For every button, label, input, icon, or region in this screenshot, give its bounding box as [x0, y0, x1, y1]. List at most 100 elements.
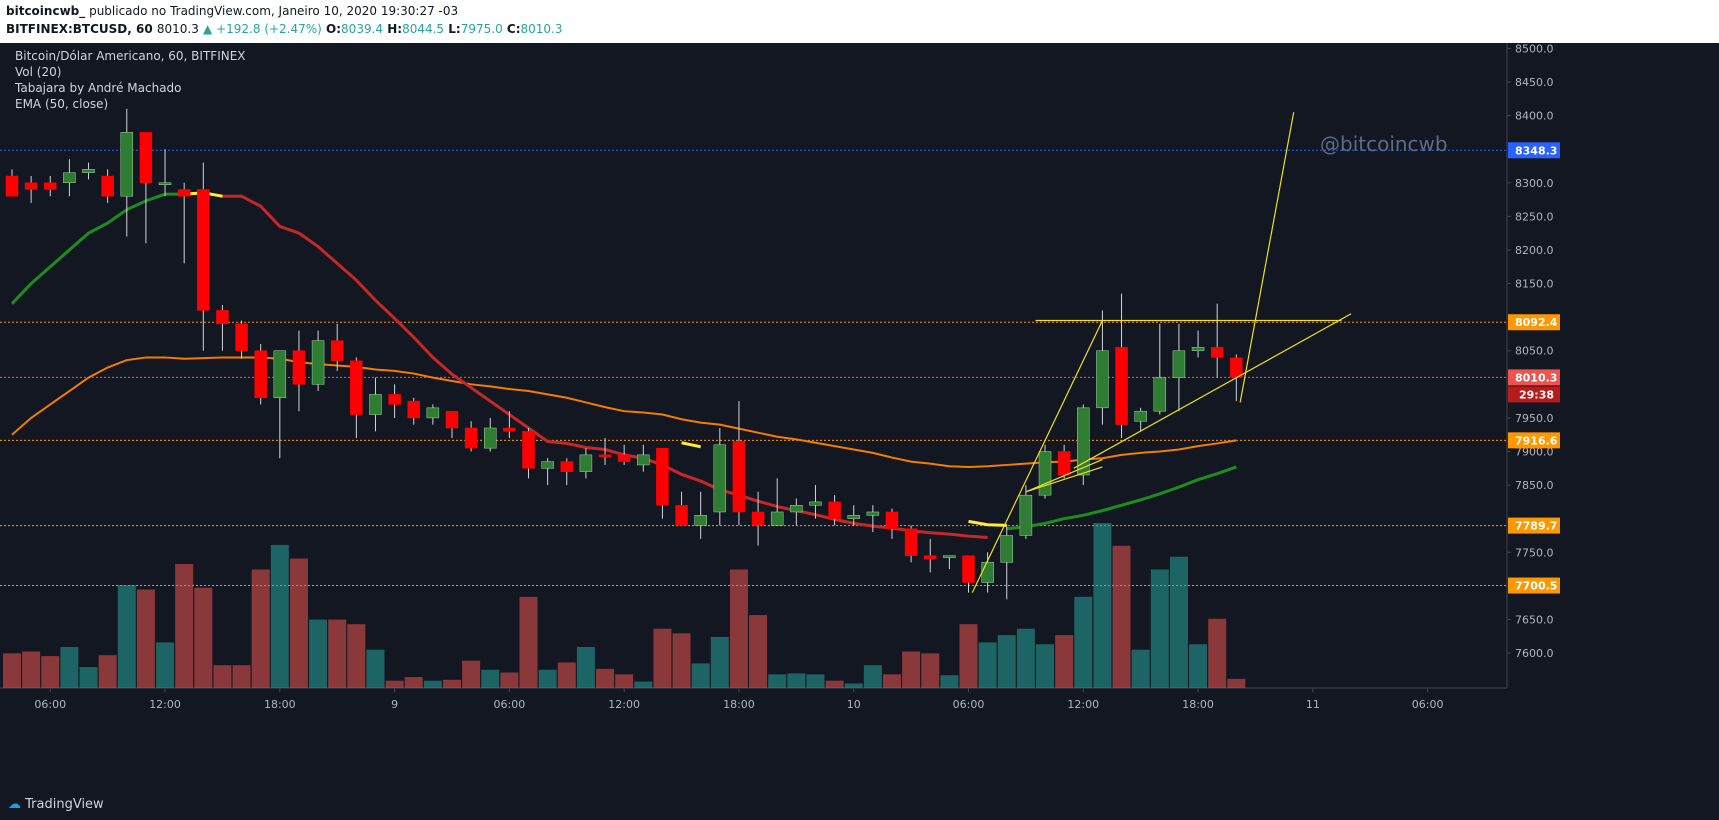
candle-body [579, 454, 593, 472]
ema-highlight-segment [968, 519, 1007, 527]
candle-body [1019, 494, 1033, 536]
ema-green-line [1006, 465, 1237, 531]
x-tick-label: 11 [1306, 698, 1320, 711]
candle-body [541, 461, 554, 469]
candle-body [962, 555, 975, 583]
price-label-box [1508, 314, 1560, 331]
volume-bar [634, 681, 653, 688]
candle-body [847, 515, 860, 519]
candle-body [1210, 347, 1224, 358]
candle-body [1115, 347, 1128, 425]
volume-bar [98, 655, 117, 688]
candle-body [407, 400, 420, 419]
candle-body [943, 555, 956, 558]
candle-body [656, 447, 669, 506]
x-tick-label: 18:00 [723, 698, 755, 711]
volume-bar [806, 674, 825, 688]
candle-body [981, 562, 994, 583]
x-tick-label: 12:00 [1067, 698, 1099, 711]
high-value: 8044.5 [402, 22, 445, 36]
ema-orange-line [11, 356, 1237, 468]
volume-bar [1131, 649, 1150, 688]
volume-bar [22, 651, 41, 688]
candle-body [1230, 357, 1243, 378]
legend-title[interactable]: Bitcoin/Dólar Americano, 60, BITFINEX [15, 49, 246, 63]
volume-bar [194, 587, 213, 688]
volume-bar [1227, 678, 1246, 688]
candle-body [350, 360, 363, 415]
volume-bar [1055, 635, 1074, 688]
candle-body [694, 515, 707, 526]
high-label: H: [387, 22, 403, 36]
volume-bar [787, 673, 806, 688]
publish-line: bitcoincwb_ publicado no TradingView.com… [6, 4, 458, 18]
y-tick-label: 7850.0 [1515, 479, 1554, 492]
candle-body [388, 394, 401, 405]
candle-body [464, 427, 478, 449]
volume-bar [921, 653, 940, 688]
candle-body [885, 511, 899, 530]
volume-bar [1150, 569, 1169, 688]
volume-bar [653, 628, 672, 688]
candle-body [120, 132, 134, 197]
author-name[interactable]: bitcoincwb_ [6, 4, 86, 18]
volume-bar [423, 680, 442, 688]
volume-bar [825, 680, 844, 688]
legend-ema[interactable]: EMA (50, close) [15, 97, 109, 111]
volume-bar [309, 619, 328, 688]
volume-bar [596, 668, 615, 688]
candle-body [675, 505, 688, 526]
x-tick-label: 18:00 [264, 698, 296, 711]
candle-body [5, 175, 19, 197]
volume-bar [997, 635, 1016, 688]
legend-indicator[interactable]: Tabajara by André Machado [15, 81, 182, 95]
candle-body [311, 340, 325, 385]
y-tick-label: 8050.0 [1515, 345, 1554, 358]
price-label-text: 7916.6 [1515, 434, 1558, 447]
volume-bar [1208, 618, 1227, 688]
volume-bar [60, 646, 79, 688]
volume-bar [270, 544, 289, 688]
chart-header: bitcoincwb_ publicado no TradingView.com… [0, 0, 1719, 43]
legend-volume[interactable]: Vol (20) [15, 65, 62, 79]
candle-body [1172, 350, 1186, 378]
candle-body [216, 310, 229, 325]
candle-body [177, 189, 191, 197]
candle-body [522, 431, 535, 469]
low-value: 7975.0 [460, 22, 503, 36]
volume-bar [749, 615, 768, 688]
volume-bar [462, 660, 481, 688]
volume-bar [729, 569, 748, 688]
candle-body [484, 427, 497, 449]
y-tick-label: 8300.0 [1515, 177, 1554, 190]
trendline [1239, 112, 1295, 403]
candle-body [598, 454, 612, 458]
volume-bar [1169, 556, 1188, 688]
volume-bar [404, 677, 423, 688]
candle-body [273, 350, 287, 398]
volume-bar [615, 674, 634, 688]
countdown-text: 29:38 [1519, 388, 1554, 401]
candle-body [292, 350, 306, 385]
volume-bar [3, 653, 21, 688]
x-tick-label: 06:00 [1412, 698, 1444, 711]
volume-bar [768, 674, 787, 688]
candle-body [1038, 451, 1052, 496]
x-tick-label: 06:00 [953, 698, 985, 711]
y-tick-label: 8150.0 [1515, 278, 1554, 291]
close-label: C: [506, 22, 521, 36]
chart-area[interactable]: 8500.0 8450.0 8400.0 8300.0 8250.0 8200.0 8150… [0, 43, 1719, 792]
price-label-box [1508, 432, 1560, 449]
volume-bar [136, 589, 155, 688]
candle-body [503, 427, 516, 432]
ohlc-line: BITFINEX:BTCUSD, 60 8010.3 ▲ +192.8 (+2.… [6, 22, 563, 36]
y-tick-label: 7750.0 [1515, 546, 1554, 559]
tradingview-logo[interactable]: ☁ TradingView [8, 797, 104, 812]
candle-body [828, 501, 841, 519]
volume-bar [1112, 545, 1131, 688]
y-tick-label: 7650.0 [1515, 613, 1554, 626]
candle-body [923, 555, 937, 560]
x-tick-label: 06:00 [494, 698, 526, 711]
trendline [971, 320, 1103, 593]
y-tick-label: 7900.0 [1515, 446, 1554, 459]
